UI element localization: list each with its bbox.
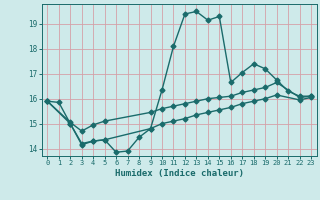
X-axis label: Humidex (Indice chaleur): Humidex (Indice chaleur) xyxy=(115,169,244,178)
